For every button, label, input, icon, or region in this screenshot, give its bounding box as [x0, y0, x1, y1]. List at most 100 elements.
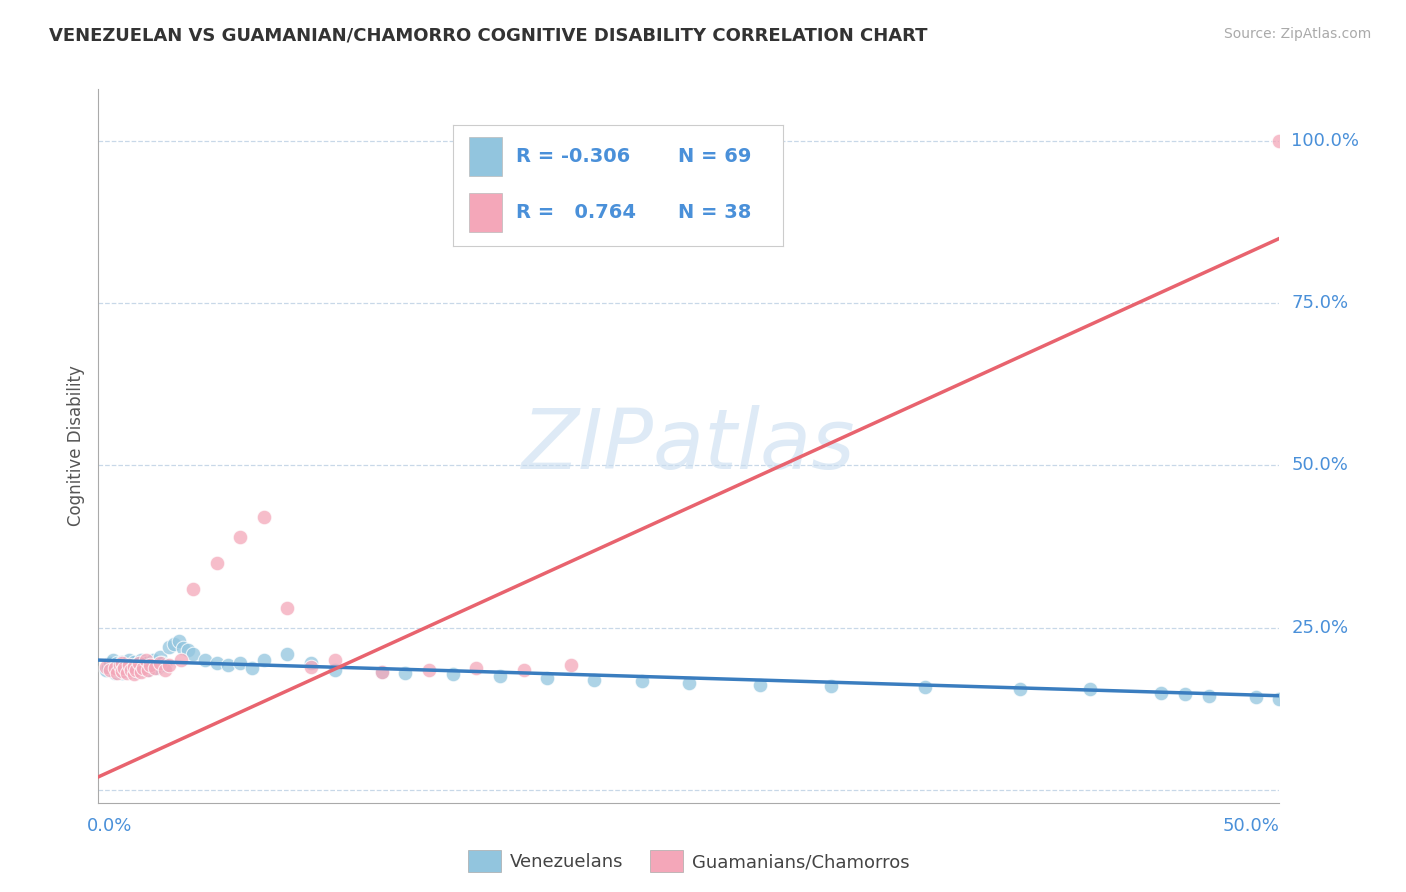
- Point: [136, 663, 159, 677]
- Point: [94, 663, 117, 677]
- Point: [170, 653, 193, 667]
- Point: [111, 657, 134, 671]
- Point: [394, 666, 416, 681]
- Point: [299, 659, 322, 673]
- Point: [323, 663, 346, 677]
- Point: [139, 659, 162, 673]
- Point: [146, 661, 169, 675]
- Point: [1198, 689, 1220, 703]
- Point: [1174, 687, 1197, 701]
- Point: [108, 661, 131, 675]
- Point: [118, 653, 141, 667]
- Point: [115, 664, 138, 678]
- Point: [1080, 682, 1102, 697]
- Point: [111, 664, 134, 678]
- Text: 25.0%: 25.0%: [1291, 619, 1348, 637]
- Point: [163, 637, 186, 651]
- Point: [136, 663, 159, 677]
- Point: [1268, 692, 1291, 706]
- Point: [172, 641, 194, 656]
- Point: [630, 673, 652, 688]
- Point: [128, 656, 150, 670]
- Point: [143, 657, 166, 672]
- Point: [108, 658, 131, 673]
- Point: [150, 657, 173, 671]
- Point: [125, 658, 148, 673]
- Text: Source: ZipAtlas.com: Source: ZipAtlas.com: [1223, 27, 1371, 41]
- Point: [105, 666, 128, 681]
- Point: [205, 556, 228, 570]
- Point: [112, 661, 135, 675]
- Point: [104, 666, 127, 681]
- Point: [129, 653, 152, 667]
- Point: [371, 665, 394, 679]
- Point: [94, 659, 117, 673]
- Point: [115, 657, 138, 671]
- Point: [560, 658, 582, 673]
- Point: [678, 675, 700, 690]
- Point: [583, 673, 606, 687]
- Point: [105, 663, 128, 677]
- Point: [157, 640, 180, 654]
- Point: [153, 663, 176, 677]
- Point: [253, 510, 276, 524]
- Point: [115, 666, 138, 681]
- Point: [105, 657, 128, 671]
- Point: [465, 661, 488, 675]
- Point: [139, 658, 162, 673]
- Text: ZIPatlas: ZIPatlas: [522, 406, 856, 486]
- Point: [489, 669, 512, 683]
- Point: [121, 663, 143, 677]
- Point: [125, 665, 148, 679]
- Point: [128, 657, 150, 671]
- Point: [143, 661, 166, 675]
- Point: [229, 530, 252, 544]
- Point: [104, 661, 127, 675]
- Point: [1268, 134, 1291, 148]
- Point: [441, 667, 464, 681]
- Point: [97, 659, 120, 673]
- Point: [98, 657, 121, 671]
- Text: 0.0%: 0.0%: [87, 817, 132, 835]
- Point: [194, 653, 217, 667]
- Point: [118, 658, 141, 673]
- Point: [125, 663, 148, 677]
- Point: [748, 678, 770, 692]
- Text: 100.0%: 100.0%: [1291, 132, 1360, 150]
- Point: [121, 657, 143, 672]
- Point: [149, 649, 172, 664]
- Point: [253, 653, 276, 667]
- Point: [129, 665, 152, 679]
- Point: [177, 643, 200, 657]
- Point: [536, 671, 558, 685]
- Point: [276, 601, 298, 615]
- Point: [217, 658, 239, 673]
- Point: [135, 657, 157, 671]
- Point: [111, 658, 134, 673]
- Point: [135, 653, 157, 667]
- Point: [299, 657, 322, 671]
- Point: [132, 661, 155, 675]
- Point: [121, 663, 143, 677]
- Point: [135, 658, 157, 673]
- Point: [1244, 690, 1267, 704]
- Point: [181, 582, 204, 596]
- Point: [122, 661, 145, 675]
- Point: [229, 657, 252, 671]
- Point: [323, 653, 346, 667]
- Point: [1008, 682, 1031, 697]
- Point: [111, 655, 134, 669]
- Text: 75.0%: 75.0%: [1291, 294, 1348, 312]
- Point: [132, 661, 155, 675]
- Point: [98, 663, 121, 677]
- Text: 50.0%: 50.0%: [1291, 457, 1348, 475]
- Point: [276, 647, 298, 661]
- Text: 50.0%: 50.0%: [1223, 817, 1279, 835]
- Point: [118, 659, 141, 673]
- Legend: Venezuelans, Guamanians/Chamorros: Venezuelans, Guamanians/Chamorros: [461, 843, 917, 880]
- Point: [153, 658, 176, 673]
- Point: [512, 663, 534, 677]
- Point: [371, 665, 394, 679]
- Point: [418, 663, 440, 677]
- Y-axis label: Cognitive Disability: Cognitive Disability: [66, 366, 84, 526]
